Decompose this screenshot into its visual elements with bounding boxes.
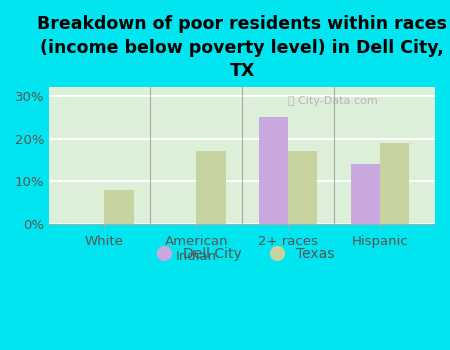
Bar xyxy=(104,190,134,224)
Legend: Dell City, Texas: Dell City, Texas xyxy=(150,247,334,261)
Bar xyxy=(380,143,410,224)
Text: ⓘ City-Data.com: ⓘ City-Data.com xyxy=(288,96,378,105)
Bar xyxy=(196,152,225,224)
Title: Breakdown of poor residents within races
(income below poverty level) in Dell Ci: Breakdown of poor residents within races… xyxy=(37,15,447,80)
Bar xyxy=(351,164,380,224)
Bar xyxy=(288,152,317,224)
Bar xyxy=(259,117,288,224)
